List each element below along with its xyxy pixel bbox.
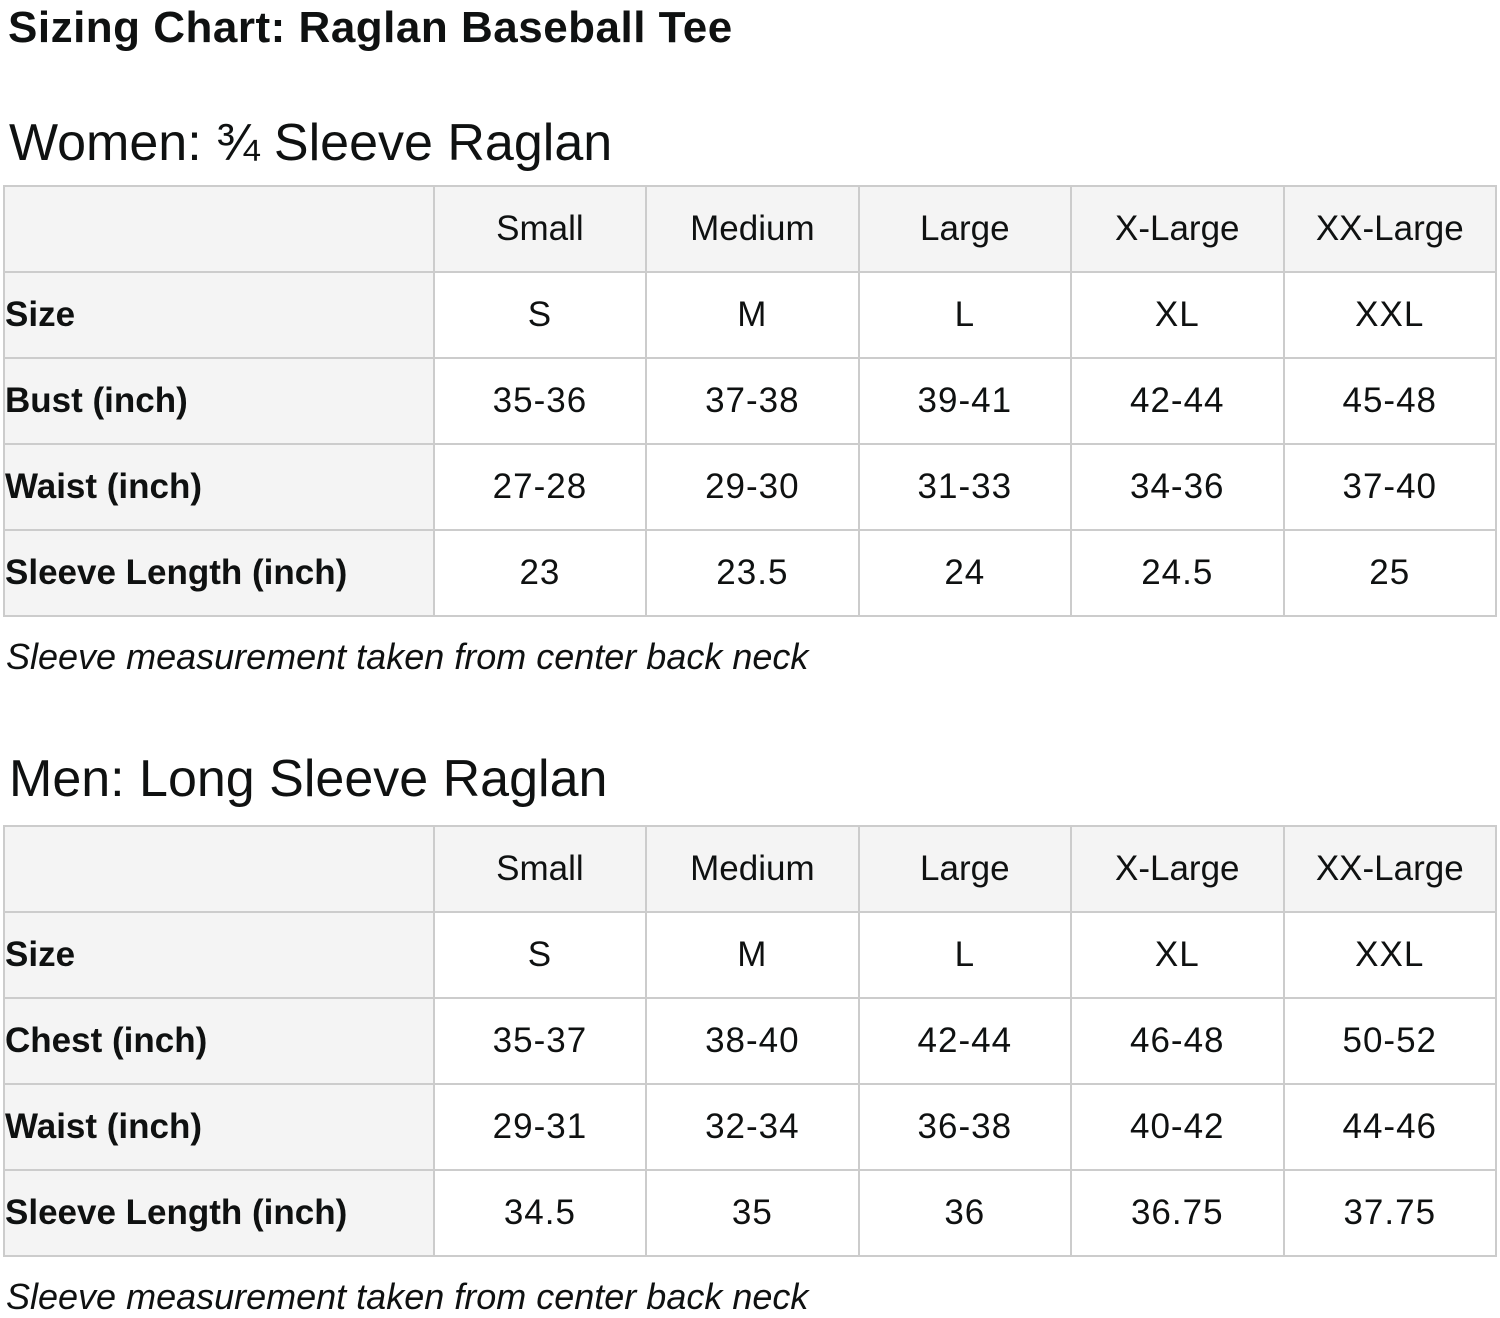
sleeve-cell: 23.5 <box>645 529 860 618</box>
row-label-size: Size <box>3 271 435 360</box>
page-title: Sizing Chart: Raglan Baseball Tee <box>8 3 733 52</box>
column-header-small: Small <box>432 185 648 274</box>
waist-cell: 36-38 <box>857 1082 1073 1171</box>
column-header-small: Small <box>432 824 648 913</box>
men-measurement-note: Sleeve measurement taken from center bac… <box>6 1275 809 1317</box>
column-header-xlarge: X-Large <box>1070 185 1285 274</box>
waist-cell: 27-28 <box>432 443 648 532</box>
row-label-waist: Waist (inch) <box>3 443 435 532</box>
column-header-large: Large <box>857 185 1073 274</box>
corner-cell <box>3 185 435 274</box>
men-section-heading: Men: Long Sleeve Raglan <box>9 750 608 809</box>
chest-cell: 50-52 <box>1282 996 1497 1085</box>
row-label-sleeve-length: Sleeve Length (inch) <box>3 529 435 618</box>
women-measurement-note: Sleeve measurement taken from center bac… <box>6 636 809 678</box>
row-label-sleeve-length: Sleeve Length (inch) <box>3 1168 435 1257</box>
column-header-xlarge: X-Large <box>1070 824 1285 913</box>
sleeve-cell: 35 <box>645 1168 860 1257</box>
waist-cell: 44-46 <box>1282 1082 1497 1171</box>
size-cell: L <box>857 271 1073 360</box>
size-cell: S <box>432 910 648 999</box>
bust-cell: 42-44 <box>1070 357 1285 446</box>
size-cell: L <box>857 910 1073 999</box>
corner-cell <box>3 824 435 913</box>
waist-cell: 40-42 <box>1070 1082 1285 1171</box>
men-sleeve-row: Sleeve Length (inch) 34.5 35 36 36.75 37… <box>3 1168 1497 1257</box>
sleeve-cell: 36 <box>857 1168 1073 1257</box>
waist-cell: 34-36 <box>1070 443 1285 532</box>
row-label-bust: Bust (inch) <box>3 357 435 446</box>
waist-cell: 29-30 <box>645 443 860 532</box>
women-sleeve-row: Sleeve Length (inch) 23 23.5 24 24.5 25 <box>3 529 1497 618</box>
size-cell: XL <box>1070 271 1285 360</box>
women-section-heading: Women: ¾ Sleeve Raglan <box>9 113 613 172</box>
size-cell: S <box>432 271 648 360</box>
waist-cell: 29-31 <box>432 1082 648 1171</box>
sleeve-cell: 25 <box>1282 529 1497 618</box>
size-cell: XL <box>1070 910 1285 999</box>
women-section: Women: ¾ Sleeve Raglan Small Medium Larg… <box>3 112 1497 679</box>
column-header-xxlarge: XX-Large <box>1282 185 1497 274</box>
women-waist-row: Waist (inch) 27-28 29-30 31-33 34-36 37-… <box>3 443 1497 532</box>
sleeve-cell: 34.5 <box>432 1168 648 1257</box>
row-label-waist: Waist (inch) <box>3 1082 435 1171</box>
bust-cell: 45-48 <box>1282 357 1497 446</box>
women-size-table: Small Medium Large X-Large XX-Large Size… <box>3 185 1497 618</box>
waist-cell: 31-33 <box>857 443 1073 532</box>
men-header-row: Small Medium Large X-Large XX-Large <box>3 824 1497 913</box>
sleeve-cell: 36.75 <box>1070 1168 1285 1257</box>
women-header-row: Small Medium Large X-Large XX-Large <box>3 185 1497 274</box>
size-cell: M <box>645 271 860 360</box>
women-bust-row: Bust (inch) 35-36 37-38 39-41 42-44 45-4… <box>3 357 1497 446</box>
column-header-medium: Medium <box>645 185 860 274</box>
size-cell: XXL <box>1282 271 1497 360</box>
bust-cell: 37-38 <box>645 357 860 446</box>
chest-cell: 35-37 <box>432 996 648 1085</box>
chest-cell: 46-48 <box>1070 996 1285 1085</box>
chest-cell: 38-40 <box>645 996 860 1085</box>
column-header-xxlarge: XX-Large <box>1282 824 1497 913</box>
size-cell: XXL <box>1282 910 1497 999</box>
waist-cell: 32-34 <box>645 1082 860 1171</box>
size-cell: M <box>645 910 860 999</box>
men-chest-row: Chest (inch) 35-37 38-40 42-44 46-48 50-… <box>3 996 1497 1085</box>
sleeve-cell: 23 <box>432 529 648 618</box>
waist-cell: 37-40 <box>1282 443 1497 532</box>
row-label-size: Size <box>3 910 435 999</box>
sleeve-cell: 24 <box>857 529 1073 618</box>
men-section: Men: Long Sleeve Raglan Small Medium Lar… <box>3 748 1497 1318</box>
women-size-row: Size S M L XL XXL <box>3 271 1497 360</box>
men-size-table: Small Medium Large X-Large XX-Large Size… <box>3 824 1497 1257</box>
sleeve-cell: 37.75 <box>1282 1168 1497 1257</box>
men-size-row: Size S M L XL XXL <box>3 910 1497 999</box>
column-header-medium: Medium <box>645 824 860 913</box>
column-header-large: Large <box>857 824 1073 913</box>
bust-cell: 39-41 <box>857 357 1073 446</box>
men-waist-row: Waist (inch) 29-31 32-34 36-38 40-42 44-… <box>3 1082 1497 1171</box>
sleeve-cell: 24.5 <box>1070 529 1285 618</box>
row-label-chest: Chest (inch) <box>3 996 435 1085</box>
bust-cell: 35-36 <box>432 357 648 446</box>
chest-cell: 42-44 <box>857 996 1073 1085</box>
